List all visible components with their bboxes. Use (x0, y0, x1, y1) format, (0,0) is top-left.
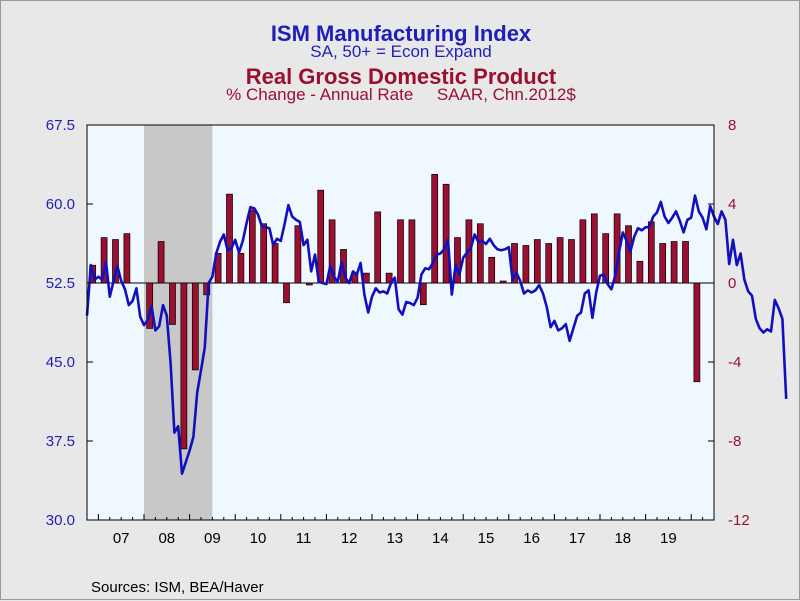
gdp-bar (522, 245, 530, 284)
ism-line (85, 194, 788, 476)
right-axis-tick-label: -4 (728, 354, 741, 371)
gdp-bar (123, 233, 131, 284)
left-axis-tick-label: 60.0 (46, 196, 75, 213)
gdp-bar (431, 174, 439, 284)
gdp-bar (305, 282, 313, 286)
gdp-bar (397, 219, 404, 284)
gdp-bar (248, 209, 256, 284)
gdp-bar (488, 256, 496, 284)
gdp-bar (625, 225, 632, 284)
gdp-bar (328, 219, 336, 284)
x-axis-tick-label: 19 (660, 530, 677, 547)
gdp-bar (442, 183, 450, 284)
left-axis-tick-label: 67.5 (46, 117, 75, 134)
right-axis-tick-label: -12 (728, 512, 750, 529)
gdp-bar (636, 260, 644, 284)
gdp-bar (191, 282, 199, 371)
gdp-bar (226, 193, 233, 284)
right-axis-tick-label: 4 (728, 196, 736, 213)
gdp-bar (670, 241, 678, 284)
chart-title-secondary: Real Gross Domestic Product (245, 64, 557, 89)
gdp-bar (602, 233, 610, 284)
gdp-bar (693, 282, 701, 383)
gdp-bar (385, 272, 393, 284)
source-note: Sources: ISM, BEA/Haver (91, 579, 264, 596)
left-axis-tick-label: 37.5 (46, 433, 75, 450)
x-axis-tick-label: 14 (432, 530, 449, 547)
x-axis-tick-label: 08 (158, 530, 175, 547)
gdp-bar (545, 243, 553, 284)
gdp-bar (454, 237, 461, 284)
gdp-bar (647, 221, 655, 284)
gdp-bar (271, 243, 279, 284)
x-axis-tick-label: 18 (614, 530, 631, 547)
right-axis-tick-label: 8 (728, 117, 736, 134)
gdp-bar (533, 239, 541, 284)
gdp-bar (568, 239, 575, 284)
left-axis-tick-label: 30.0 (46, 512, 75, 529)
gdp-bar (374, 211, 382, 284)
gdp-bar (590, 213, 598, 284)
chart-subtitle-secondary: % Change - Annual Rate SAAR, Chn.2012$ (226, 85, 576, 104)
x-axis-tick-label: 09 (204, 530, 221, 547)
left-axis-tick-label: 52.5 (46, 275, 75, 292)
chart-title: ISM Manufacturing Index (270, 21, 532, 46)
x-axis-tick-label: 17 (569, 530, 586, 547)
gdp-bar (556, 237, 564, 284)
x-axis-tick-label: 11 (296, 530, 312, 547)
gdp-bar (362, 272, 370, 284)
gdp-bar (419, 282, 427, 306)
gdp-bar (294, 225, 302, 284)
gdp-bar (682, 241, 689, 284)
gdp-bar (112, 239, 119, 284)
gdp-bar (260, 223, 268, 284)
gdp-bar (157, 241, 165, 284)
right-axis-tick-label: -8 (728, 433, 741, 450)
x-axis-tick-label: 12 (341, 530, 358, 547)
gdp-bar (579, 219, 587, 284)
x-axis-tick-label: 07 (113, 530, 130, 547)
gdp-bar (283, 282, 290, 304)
gdp-bar (169, 282, 176, 325)
gdp-bar (180, 282, 188, 450)
gdp-bar (476, 223, 484, 284)
chart-subtitle: SA, 50+ = Econ Expand (310, 42, 492, 61)
gdp-bar (499, 280, 507, 284)
gdp-bar (237, 253, 245, 284)
x-axis-tick-label: 10 (250, 530, 267, 547)
x-axis-tick-label: 15 (478, 530, 495, 547)
x-axis-tick-label: 13 (386, 530, 403, 547)
left-axis-tick-label: 45.0 (46, 354, 75, 371)
gdp-bar (100, 237, 108, 284)
gdp-bar (317, 189, 325, 284)
x-axis-tick-label: 16 (523, 530, 540, 547)
right-axis-tick-label: 0 (728, 275, 736, 292)
gdp-bar (659, 243, 667, 284)
gdp-bar (408, 219, 416, 284)
plot-border (86, 124, 715, 521)
